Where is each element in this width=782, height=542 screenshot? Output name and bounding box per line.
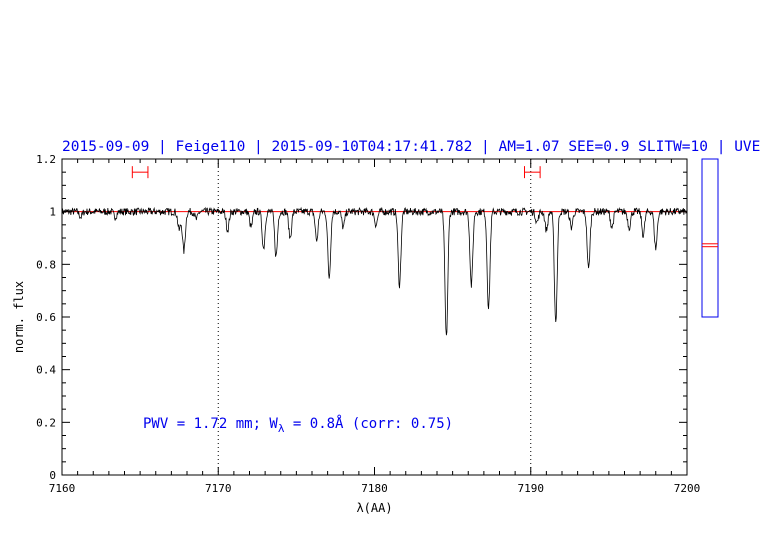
x-tick-label: 7200	[674, 482, 701, 495]
side-panel-frame	[701, 158, 719, 318]
x-axis: 7160 7170 7180 7190 7200	[49, 159, 701, 495]
y-tick-label: 0.2	[36, 416, 56, 429]
continuum-range-marker	[131, 166, 149, 179]
y-tick-label: 0.8	[36, 258, 56, 271]
continuum-range-marker	[524, 166, 541, 179]
x-axis-label: λ(AA)	[356, 501, 392, 515]
x-tick-label: 7180	[361, 482, 388, 495]
continuum-ranges	[131, 166, 541, 179]
y-axis-label: norm. flux	[12, 281, 26, 353]
annotation-prefix: PWV = 1.72 mm; W	[143, 416, 278, 432]
y-tick-label: 1	[49, 206, 56, 219]
x-tick-label: 7170	[205, 482, 232, 495]
y-tick-label: 0.4	[36, 364, 56, 377]
x-tick-label: 7190	[518, 482, 545, 495]
y-tick-label: 0	[49, 469, 56, 482]
y-tick-label: 1.2	[36, 153, 56, 166]
y-axis: 0 0.2 0.4 0.6 0.8 1 1.2	[36, 153, 687, 482]
x-tick-label: 7160	[49, 482, 76, 495]
annotation-suffix: = 0.8Å (corr: 0.75)	[284, 415, 453, 432]
pwv-annotation: PWV = 1.72 mm; Wλ = 0.8Å (corr: 0.75)	[143, 415, 453, 435]
chart-header: 2015-09-09 | Feige110 | 2015-09-10T04:17…	[62, 139, 760, 155]
side-panel	[701, 158, 719, 318]
y-tick-label: 0.6	[36, 311, 56, 324]
spectrum-series	[61, 206, 688, 336]
annotation-subscript: λ	[278, 422, 285, 435]
spectrum-line	[61, 206, 688, 336]
